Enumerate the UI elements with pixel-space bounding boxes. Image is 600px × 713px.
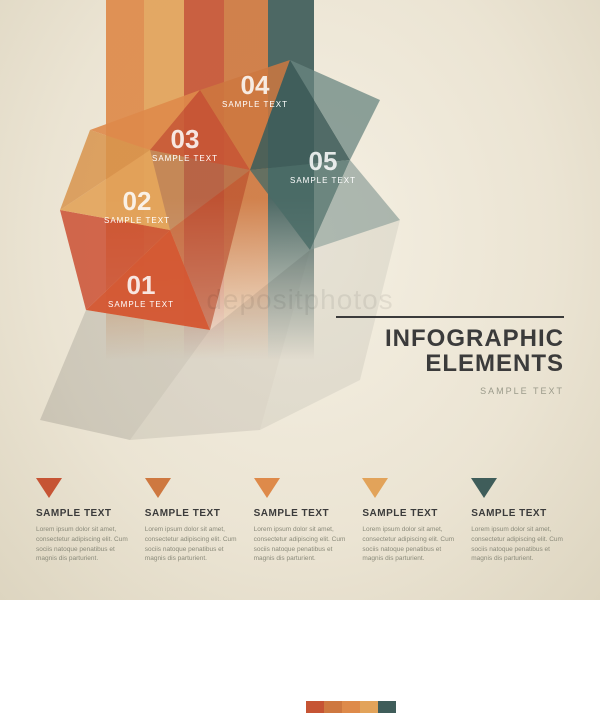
step-label: 04SAMPLE TEXT	[222, 72, 288, 109]
step-label: 03SAMPLE TEXT	[152, 126, 218, 163]
title-rule	[336, 316, 564, 318]
triangle-icon	[362, 478, 388, 498]
legend-item: SAMPLE TEXT Lorem ipsum dolor sit amet, c…	[362, 478, 455, 564]
legend-body: Lorem ipsum dolor sit amet, consectetur …	[36, 525, 129, 564]
step-label: 05SAMPLE TEXT	[290, 148, 356, 185]
legend-item: SAMPLE TEXT Lorem ipsum dolor sit amet, c…	[254, 478, 347, 564]
step-label: 02SAMPLE TEXT	[104, 188, 170, 225]
swatch	[378, 701, 396, 713]
legend-item: SAMPLE TEXT Lorem ipsum dolor sit amet, c…	[145, 478, 238, 564]
title-block: INFOGRAPHICELEMENTS SAMPLE TEXT	[336, 316, 564, 396]
swatch	[306, 701, 324, 713]
infographic-canvas: 01SAMPLE TEXT02SAMPLE TEXT03SAMPLE TEXT0…	[0, 0, 600, 600]
legend-title: SAMPLE TEXT	[145, 508, 238, 519]
triangle-icon	[254, 478, 280, 498]
legend-title: SAMPLE TEXT	[471, 508, 564, 519]
legend-title: SAMPLE TEXT	[36, 508, 129, 519]
legend-body: Lorem ipsum dolor sit amet, consectetur …	[471, 525, 564, 564]
triangle-icon	[36, 478, 62, 498]
swatch	[360, 701, 378, 713]
legend-body: Lorem ipsum dolor sit amet, consectetur …	[145, 525, 238, 564]
legend-item: SAMPLE TEXT Lorem ipsum dolor sit amet, c…	[471, 478, 564, 564]
legend-body: Lorem ipsum dolor sit amet, consectetur …	[254, 525, 347, 564]
swatch	[324, 701, 342, 713]
legend-body: Lorem ipsum dolor sit amet, consectetur …	[362, 525, 455, 564]
main-title: INFOGRAPHICELEMENTS	[336, 326, 564, 376]
swatch	[342, 701, 360, 713]
legend-title: SAMPLE TEXT	[362, 508, 455, 519]
triangle-icon	[471, 478, 497, 498]
legend-item: SAMPLE TEXT Lorem ipsum dolor sit amet, c…	[36, 478, 129, 564]
legend-title: SAMPLE TEXT	[254, 508, 347, 519]
step-label: 01SAMPLE TEXT	[108, 272, 174, 309]
color-swatches	[306, 701, 396, 713]
subtitle: SAMPLE TEXT	[336, 386, 564, 396]
triangle-icon	[145, 478, 171, 498]
legend-row: SAMPLE TEXT Lorem ipsum dolor sit amet, c…	[36, 478, 564, 564]
